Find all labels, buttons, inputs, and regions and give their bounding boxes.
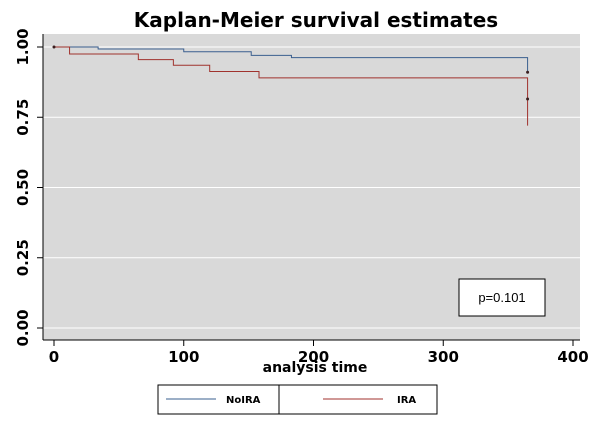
series-line-noira: [54, 46, 529, 73]
annotation-box: [458, 278, 546, 317]
x-tick-label: 0: [49, 348, 59, 366]
y-tick-label: 0.50: [14, 169, 32, 206]
x-tick-label: 300: [428, 348, 459, 366]
x-tick-label: 100: [168, 348, 199, 366]
censor-mark: [526, 70, 530, 74]
y-tick-label: 0.00: [14, 309, 32, 346]
legend: NoIRA IRA: [157, 384, 438, 415]
axes: 0.00 0.25 0.50 0.75 1.00 0 100 200 300 400: [14, 28, 589, 366]
x-tick-label: 200: [298, 348, 329, 366]
p-value-label: p=0.101: [478, 290, 525, 305]
series-line-ira: [54, 46, 529, 126]
legend-label-ira: IRA: [397, 395, 416, 406]
censor-mark: [52, 45, 56, 49]
censor-marks: [52, 45, 530, 101]
chart-title: Kaplan-Meier survival estimates: [134, 8, 498, 32]
x-axis-label: analysis time: [263, 360, 368, 376]
p-value-box: p=0.101: [458, 278, 546, 317]
x-tick-label: 400: [557, 348, 588, 366]
gridlines: [43, 46, 580, 329]
y-tick-label: 1.00: [14, 28, 32, 65]
censor-mark: [526, 97, 530, 101]
series-lines: [54, 46, 529, 126]
y-tick-label: 0.25: [14, 239, 32, 276]
legend-label-noira: NoIRA: [226, 395, 261, 406]
y-tick-label: 0.75: [14, 99, 32, 136]
